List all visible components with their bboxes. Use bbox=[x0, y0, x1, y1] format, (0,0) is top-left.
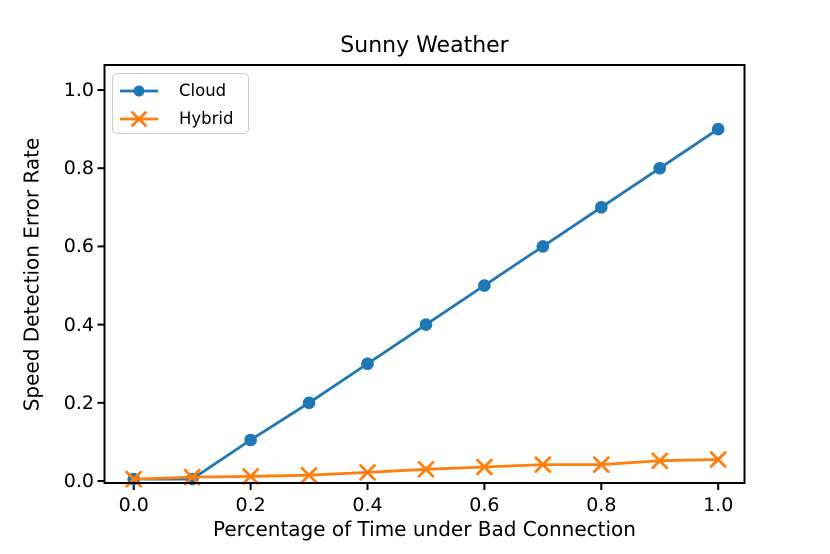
y-tick-label: 0.2 bbox=[63, 391, 94, 414]
x-marker bbox=[359, 464, 376, 481]
chart-title: Sunny Weather bbox=[340, 33, 509, 58]
circle-marker bbox=[595, 201, 608, 214]
hybrid-legend-sample bbox=[120, 111, 158, 127]
circle-marker bbox=[133, 85, 145, 97]
legend-item-hybrid: Hybrid bbox=[119, 105, 248, 133]
axis-ticks bbox=[97, 89, 720, 490]
axes-spines bbox=[103, 64, 746, 484]
legend-label: Cloud bbox=[179, 81, 227, 100]
y-tick-label: 1.0 bbox=[63, 79, 94, 102]
x-marker bbox=[131, 111, 147, 127]
x-tick-label: 0.8 bbox=[586, 494, 617, 516]
legend: Cloud Hybrid bbox=[112, 73, 249, 134]
x-marker bbox=[651, 452, 669, 470]
y-tick-label: 0.6 bbox=[63, 235, 94, 258]
x-marker bbox=[709, 451, 727, 468]
x-tick-label: 0.4 bbox=[352, 494, 383, 516]
circle-marker bbox=[711, 122, 725, 136]
hybrid-markers bbox=[125, 451, 727, 488]
x-axis-label: Percentage of Time under Bad Connection bbox=[213, 517, 636, 541]
legend-label: Hybrid bbox=[179, 109, 234, 128]
circle-marker bbox=[244, 433, 257, 447]
y-tick-label: 0.8 bbox=[63, 157, 94, 180]
cloud-markers bbox=[127, 122, 725, 486]
circle-marker bbox=[478, 279, 491, 292]
x-tick-label: 0.0 bbox=[118, 494, 149, 516]
circle-marker bbox=[361, 357, 374, 371]
x-marker bbox=[534, 456, 552, 474]
cloud-line bbox=[133, 127, 719, 481]
x-tick-label: 0.2 bbox=[235, 494, 266, 516]
circle-marker bbox=[536, 240, 550, 253]
y-tick-label: 0.4 bbox=[63, 313, 94, 336]
circle-marker bbox=[302, 396, 316, 410]
x-tick-label: 1.0 bbox=[703, 494, 734, 516]
x-marker bbox=[300, 466, 318, 484]
circle-marker bbox=[653, 161, 667, 175]
cloud-legend-sample bbox=[120, 85, 158, 97]
y-tick-label: 0.0 bbox=[63, 470, 94, 493]
x-tick-label: 0.6 bbox=[469, 494, 500, 516]
x-marker bbox=[183, 468, 201, 486]
x-marker bbox=[476, 458, 493, 476]
x-marker bbox=[242, 467, 260, 485]
circle-marker bbox=[419, 318, 433, 331]
legend-item-cloud: Cloud bbox=[119, 77, 248, 105]
x-marker bbox=[417, 460, 435, 478]
x-marker bbox=[592, 456, 610, 474]
